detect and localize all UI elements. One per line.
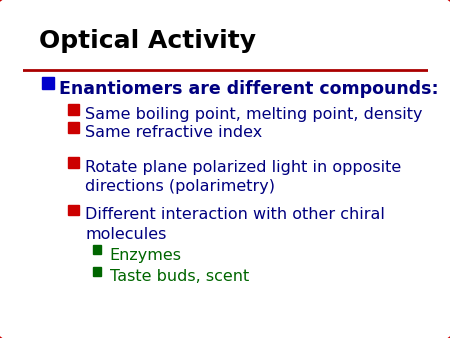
- Text: Same boiling point, melting point, density: Same boiling point, melting point, densi…: [86, 107, 423, 122]
- Text: Taste buds, scent: Taste buds, scent: [110, 269, 249, 284]
- Bar: [68, 122, 79, 133]
- Text: Optical Activity: Optical Activity: [39, 29, 256, 53]
- Bar: [93, 245, 101, 255]
- Text: Enzymes: Enzymes: [110, 248, 182, 263]
- Bar: [68, 104, 79, 115]
- Bar: [68, 204, 79, 215]
- Text: Rotate plane polarized light in opposite
directions (polarimetry): Rotate plane polarized light in opposite…: [86, 160, 401, 194]
- Text: Enantiomers are different compounds:: Enantiomers are different compounds:: [59, 80, 439, 98]
- Bar: [68, 158, 79, 168]
- Bar: [42, 77, 54, 89]
- Text: Same refractive index: Same refractive index: [86, 125, 262, 140]
- Text: Different interaction with other chiral
molecules: Different interaction with other chiral …: [86, 207, 385, 242]
- Bar: [93, 267, 101, 276]
